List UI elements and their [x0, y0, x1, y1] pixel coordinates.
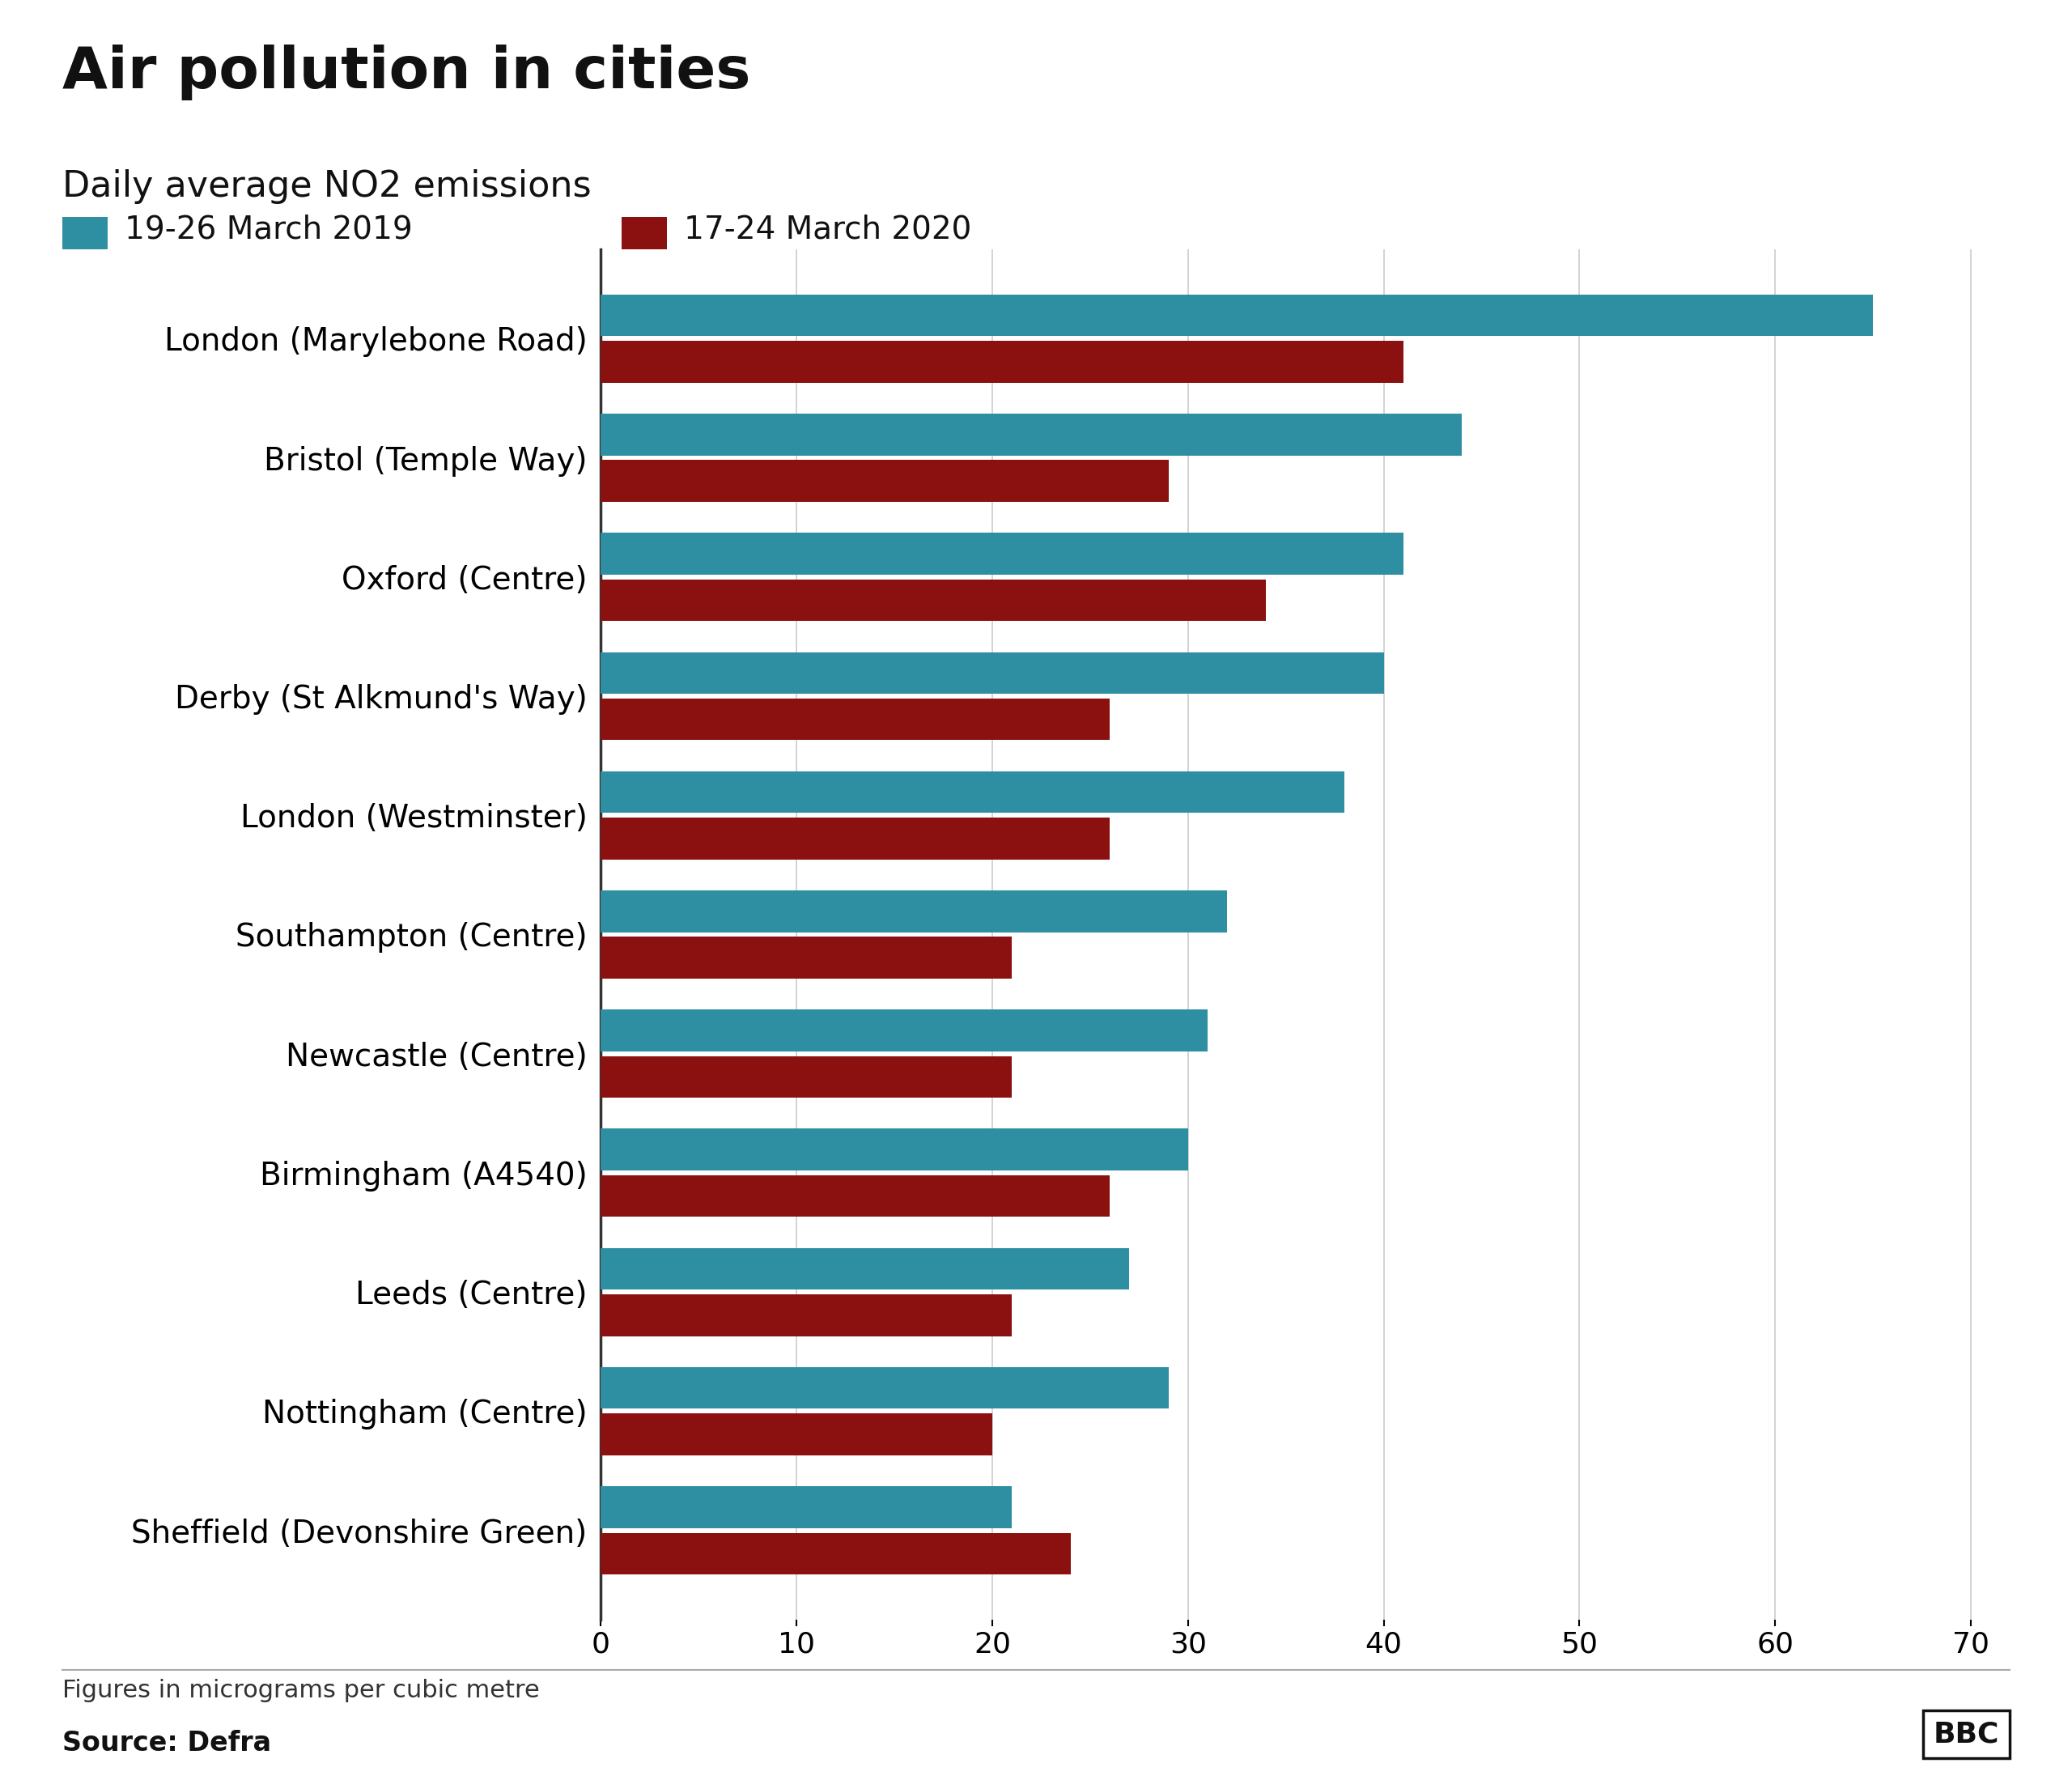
Bar: [601, 890, 1227, 933]
Bar: [601, 1533, 1071, 1575]
Text: 17-24 March 2020: 17-24 March 2020: [684, 214, 972, 246]
Bar: [601, 1486, 1011, 1527]
Text: 19-26 March 2019: 19-26 March 2019: [124, 214, 412, 246]
Text: Source: Defra: Source: Defra: [62, 1730, 271, 1757]
Bar: [601, 294, 1873, 336]
Bar: [601, 698, 1111, 740]
Bar: [601, 578, 1266, 621]
Bar: [601, 1294, 1011, 1337]
Bar: [601, 1248, 1129, 1290]
Bar: [601, 1129, 1187, 1171]
Bar: [601, 936, 1011, 979]
Bar: [601, 817, 1111, 860]
Text: Air pollution in cities: Air pollution in cities: [62, 44, 750, 100]
Bar: [601, 771, 1345, 813]
Bar: [601, 651, 1384, 694]
Bar: [601, 342, 1403, 383]
Bar: [601, 1009, 1208, 1052]
Bar: [601, 1175, 1111, 1218]
Bar: [601, 1367, 1169, 1408]
Bar: [601, 413, 1463, 456]
Text: BBC: BBC: [1933, 1721, 1999, 1748]
Bar: [601, 532, 1403, 575]
Bar: [601, 1413, 992, 1456]
Bar: [601, 1056, 1011, 1098]
Bar: [601, 461, 1169, 502]
Text: Daily average NO2 emissions: Daily average NO2 emissions: [62, 169, 591, 205]
Text: Figures in micrograms per cubic metre: Figures in micrograms per cubic metre: [62, 1679, 539, 1702]
